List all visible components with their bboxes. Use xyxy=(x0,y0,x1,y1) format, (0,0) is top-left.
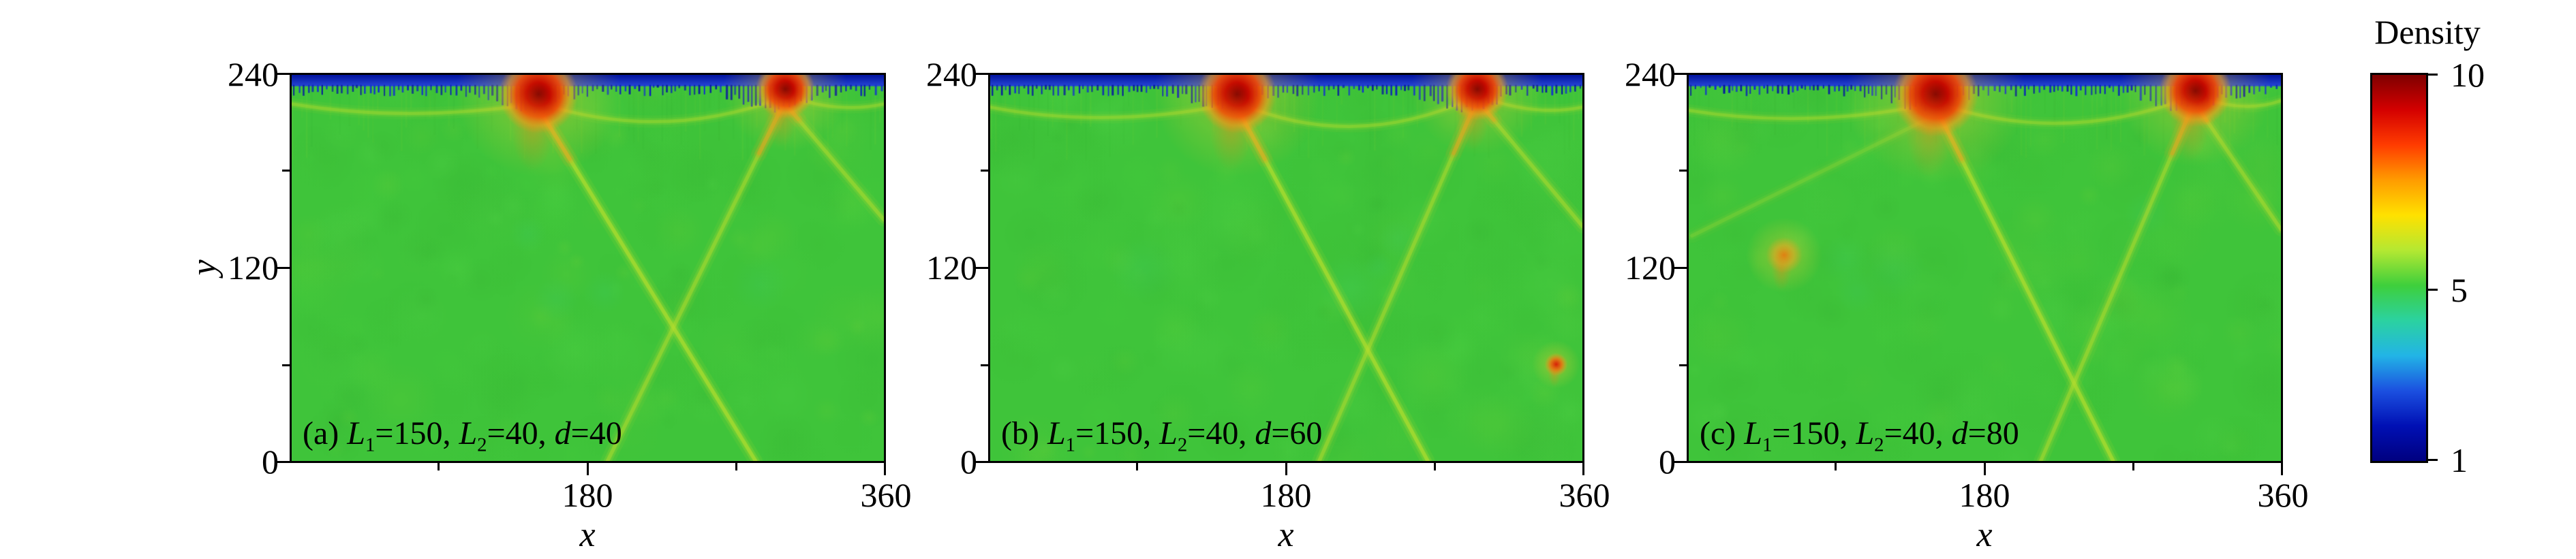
y-tick-label: 120 xyxy=(228,249,279,287)
x-minor-tick-mark xyxy=(1835,463,1837,470)
y-tick-label: 0 xyxy=(262,443,279,481)
y-minor-tick-mark xyxy=(981,364,988,366)
x-minor-tick-mark xyxy=(1136,463,1138,470)
panel-a: y 240 120 0 (a) L1=150, L2=40, d=40 180 … xyxy=(185,0,912,559)
panel-caption-b: (b) L1=150, L2=40, d=60 xyxy=(1001,415,1323,456)
x-minor-tick-mark xyxy=(2132,463,2134,470)
x-minor-tick-mark xyxy=(1434,463,1436,470)
x-tick-mark xyxy=(1582,463,1584,475)
y-tick-label: 0 xyxy=(1659,443,1676,481)
x-minor-tick-mark xyxy=(735,463,737,470)
y-minor-tick-mark xyxy=(282,364,290,366)
x-tick-mark xyxy=(587,463,589,475)
colorbar-tick-label: 10 xyxy=(2451,56,2485,94)
y-tick-mark xyxy=(976,267,988,269)
density-field-canvas-a xyxy=(292,75,884,461)
colorbar-tick-mark xyxy=(2428,74,2438,76)
panel-caption-a: (a) L1=150, L2=40, d=40 xyxy=(303,415,622,456)
panel-caption-c: (c) L1=150, L2=40, d=80 xyxy=(1700,415,2019,456)
x-tick-label: 180 xyxy=(1959,476,2010,514)
y-minor-tick-mark xyxy=(1679,170,1687,172)
colorbar-tick-mark xyxy=(2428,459,2438,461)
x-tick-label: 180 xyxy=(1260,476,1312,514)
density-field-canvas-c xyxy=(1689,75,2281,461)
y-tick-mark xyxy=(277,73,290,75)
y-tick-mark xyxy=(277,461,290,463)
colorbar-title: Density xyxy=(2374,13,2481,51)
x-tick-label: 180 xyxy=(562,476,613,514)
y-tick-label: 120 xyxy=(926,249,977,287)
colorbar-gradient xyxy=(2372,75,2426,461)
colorbar-tick-label: 5 xyxy=(2451,271,2468,309)
y-tick-label: 0 xyxy=(960,443,977,481)
plot-area-b: (b) L1=150, L2=40, d=60 xyxy=(988,73,1584,463)
y-tick-mark xyxy=(976,461,988,463)
x-minor-tick-mark xyxy=(438,463,440,470)
y-tick-label: 240 xyxy=(926,55,977,93)
y-minor-tick-mark xyxy=(981,170,988,172)
x-tick-label: 360 xyxy=(2257,476,2309,514)
y-tick-label: 120 xyxy=(1625,249,1676,287)
plot-area-a: (a) L1=150, L2=40, d=40 xyxy=(290,73,886,463)
panel-c: 240 120 0 (c) L1=150, L2=40, d=80 180 36… xyxy=(1625,0,2309,559)
y-tick-label: 240 xyxy=(228,55,279,93)
y-tick-label: 240 xyxy=(1625,55,1676,93)
y-minor-tick-mark xyxy=(1679,364,1687,366)
y-tick-mark xyxy=(976,73,988,75)
x-axis-label: x xyxy=(579,515,596,554)
x-tick-mark xyxy=(884,463,886,475)
x-tick-mark xyxy=(2281,463,2283,475)
y-axis-label: y xyxy=(185,259,224,276)
x-tick-label: 360 xyxy=(1559,476,1610,514)
x-tick-label: 360 xyxy=(860,476,912,514)
colorbar-tick-label: 1 xyxy=(2451,441,2468,479)
panel-b: 240 120 0 (b) L1=150, L2=40, d=60 180 36… xyxy=(926,0,1610,559)
y-tick-mark xyxy=(1674,461,1687,463)
density-field-canvas-b xyxy=(990,75,1582,461)
x-axis-label: x xyxy=(1976,515,1993,554)
colorbar-tick-mark xyxy=(2428,289,2438,291)
x-tick-mark xyxy=(1984,463,1986,475)
plot-area-c: (c) L1=150, L2=40, d=80 xyxy=(1687,73,2283,463)
y-minor-tick-mark xyxy=(282,170,290,172)
colorbar xyxy=(2370,73,2428,463)
y-tick-mark xyxy=(1674,267,1687,269)
x-axis-label: x xyxy=(1278,515,1294,554)
x-tick-mark xyxy=(1285,463,1287,475)
y-tick-mark xyxy=(1674,73,1687,75)
y-tick-mark xyxy=(277,267,290,269)
